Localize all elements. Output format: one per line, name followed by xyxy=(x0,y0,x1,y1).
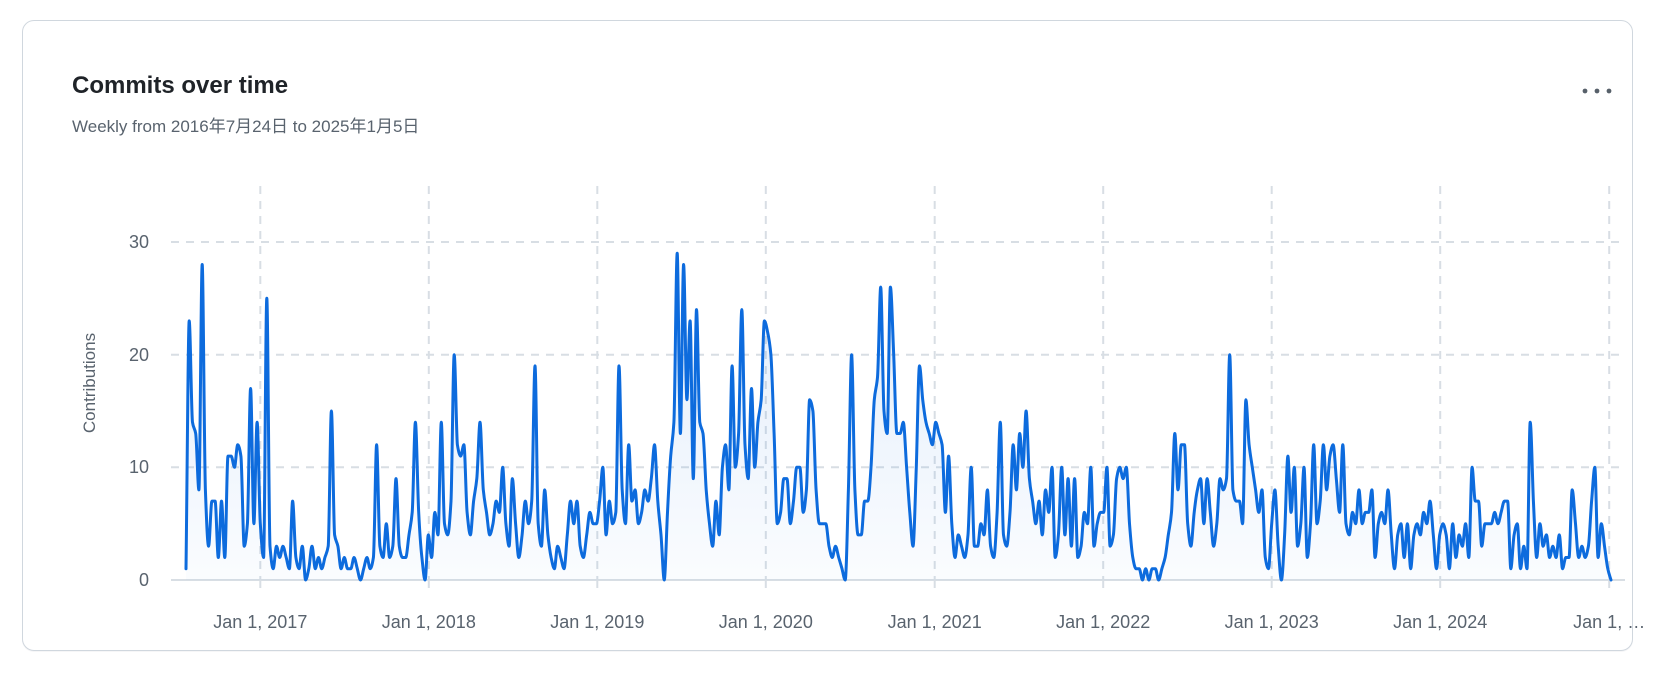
y-tick-label: 30 xyxy=(128,232,149,252)
commits-line xyxy=(184,251,1613,582)
chart-title: Commits over time xyxy=(72,72,289,99)
x-tick-label: Jan 1, 2019 xyxy=(550,612,645,632)
commits-chart: Jan 1, 2017 Jan 1, 2018 Jan 1, 2019 Jan 1, … xyxy=(23,21,1660,687)
y-axis-title: Contributions xyxy=(80,332,99,434)
x-tick-label: Jan 1, 2021 xyxy=(887,612,982,632)
x-tick-label: Jan 1, 2020 xyxy=(718,612,813,632)
commits-area-fill xyxy=(186,253,1611,581)
kebab-horizontal-icon xyxy=(1582,88,1612,94)
y-tick-label: 20 xyxy=(128,344,149,365)
kebab-menu-button[interactable] xyxy=(1569,73,1625,109)
chart-subtitle: Weekly from 2016年7月24日 to 2025年1月5日 xyxy=(72,117,420,136)
x-tick-label: Jan 1, 2024 xyxy=(1393,612,1488,632)
x-tick-label: Jan 1, 2023 xyxy=(1224,612,1319,632)
x-tick-label: Jan 1, 2022 xyxy=(1056,612,1151,632)
x-tick-label: Jan 1, … xyxy=(1573,612,1646,632)
commits-over-time-card: Commits over time Weekly from 2016年7月24日… xyxy=(22,20,1645,651)
y-tick-label: 0 xyxy=(138,570,149,590)
x-tick-label: Jan 1, 2018 xyxy=(381,612,476,632)
y-tick-label: 10 xyxy=(128,457,149,478)
x-tick-label: Jan 1, 2017 xyxy=(213,612,308,632)
commits-chart-plot[interactable] xyxy=(23,21,1660,687)
